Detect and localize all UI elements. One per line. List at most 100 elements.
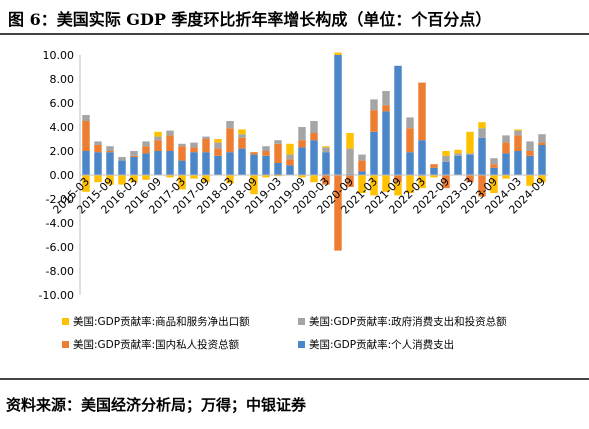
bar-segment-4 [478,122,486,129]
legend-label: 美国:GDP贡献率:商品和服务净出口额 [73,315,250,328]
y-tick-label: -8.00 [46,265,74,278]
bar-segment-1 [250,154,258,175]
y-tick-label: 6.00 [50,97,75,110]
bar-segment-3 [358,154,366,161]
bottom-rule [0,378,589,380]
bar-segment-1 [394,65,402,175]
bar-segment-3 [490,158,498,165]
bar-segment-1 [166,151,174,175]
bar-segment-2 [262,151,270,156]
bar-segment-3 [190,142,198,148]
bar-segment-2 [526,151,534,156]
bar-segment-3 [274,140,282,144]
bar-segment-3 [502,135,510,143]
bar-segment-1 [358,171,366,175]
bar-segment-2 [418,82,426,141]
bar-segment-1 [202,152,210,175]
legend-label: 美国:GDP贡献率:国内私人投资总额 [73,338,240,351]
bar-segment-3 [466,153,474,155]
bar-segment-3 [82,115,90,121]
y-tick-label: -10.00 [39,289,74,302]
legend-swatch [298,318,305,325]
bar-segment-3 [322,147,330,153]
bar-segment-4 [94,175,102,183]
bar-segment-1 [238,148,246,175]
bar-segment-1 [538,145,546,175]
bar-segment-1 [142,153,150,175]
chart-title: 图 6：美国实际 GDP 季度环比折年率增长构成（单位：个百分点） [8,10,492,29]
bar-segment-2 [250,152,258,155]
y-tick-label: 4.00 [50,121,75,134]
bar-segment-1 [490,167,498,175]
bar-segment-1 [382,111,390,175]
chart-area: -10.00 -8.00 -6.00 -4.00 -2.00 0.00 2.00 4.00 6.… [0,36,589,376]
bar-segment-4 [214,139,222,143]
bar-segment-2 [334,175,342,251]
bar-segment-2 [226,128,234,153]
bar-segment-1 [442,161,450,175]
bar-segment-4 [490,175,498,193]
bar-segment-3 [262,146,270,151]
bar-segment-3 [310,121,318,133]
bar-segment-3 [166,130,174,136]
bar-segment-4 [394,182,402,196]
bar-segment-4 [322,146,330,148]
bar-segment-4 [142,175,150,180]
bar-segment-1 [106,152,114,175]
bar-segment-1 [418,140,426,175]
legend-swatch [298,341,305,348]
legend-label: 美国:GDP贡献率:个人消费支出 [309,338,454,351]
bar-segment-4 [130,175,138,183]
bar-segment-1 [502,153,510,175]
bar-segment-4 [370,175,378,196]
bar-segment-4 [178,175,186,190]
bar-segment-2 [430,164,438,168]
y-tick-label: -4.00 [46,217,74,230]
bar-segment-4 [166,175,174,178]
bar-segment-3 [118,157,126,161]
bar-segment-2 [346,175,354,187]
bar-segment-3 [214,142,222,149]
bar-segment-1 [370,131,378,175]
bar-segment-3 [526,141,534,151]
bar-segment-4 [418,176,426,189]
bar-segment-3 [202,136,210,139]
bar-segment-4 [538,175,546,183]
bar-segment-2 [502,142,510,154]
bar-segment-4 [262,175,270,178]
bar-segment-4 [298,175,306,178]
bar-segment-4 [190,175,198,179]
bar-segment-3 [298,127,306,141]
bar-segment-4 [514,129,522,131]
bar-segment-4 [202,175,210,183]
bar-segment-1 [130,157,138,175]
bar-segment-2 [298,140,306,148]
bar-segment-4 [526,175,534,186]
bar-segment-2 [94,145,102,153]
bar-segment-1 [262,155,270,175]
bar-segment-3 [142,141,150,147]
bar-segment-3 [538,134,546,143]
bar-segment-2 [310,133,318,141]
bar-segment-3 [442,155,450,162]
bar-segment-3 [106,146,114,151]
bar-segment-1 [406,152,414,175]
bar-segment-4 [430,175,438,178]
bar-segment-4 [334,52,342,55]
bar-segment-1 [190,152,198,175]
bar-segment-2 [178,146,186,161]
bar-segment-3 [346,148,354,174]
bar-segment-3 [238,134,246,138]
bar-segment-2 [394,175,402,183]
legend-swatch [62,318,69,325]
bar-segment-3 [514,130,522,136]
bar-segment-3 [94,141,102,145]
bar-segment-1 [298,147,306,175]
bar-segment-1 [178,160,186,175]
bar-segment-1 [274,163,282,175]
bar-segment-4 [82,175,90,192]
bar-segment-4 [466,131,474,154]
bar-segment-4 [454,149,462,154]
bar-segment-1 [334,55,342,175]
bar-segment-2 [130,155,138,157]
